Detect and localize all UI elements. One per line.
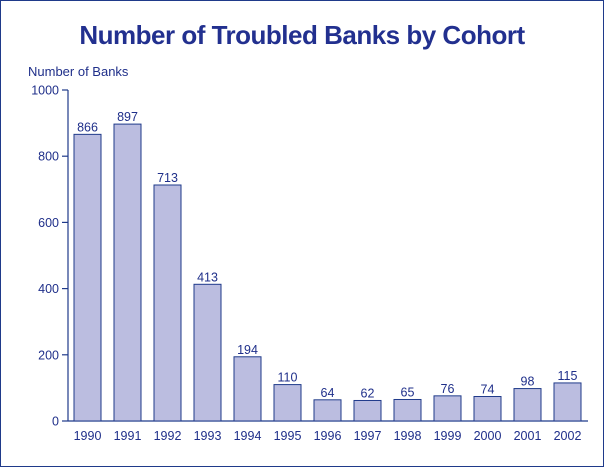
bar [393,398,422,422]
bar [433,395,462,422]
y-axis-label: Number of Banks [28,64,129,79]
x-tick-label: 1991 [114,429,142,443]
bar-value-label: 115 [558,369,578,383]
bar [153,184,182,422]
bar-value-label: 98 [521,375,535,389]
y-tick-label: 800 [38,150,59,164]
x-tick-label: 1993 [194,429,222,443]
bar [353,399,382,422]
x-tick-label: 1995 [274,429,302,443]
bar-value-label: 110 [278,371,298,385]
bar [73,133,102,422]
bar [313,399,342,422]
chart-title: Number of Troubled Banks by Cohort [79,20,525,50]
x-tick-label: 2001 [514,429,542,443]
bar-value-label: 713 [157,171,178,185]
x-tick-label: 1998 [394,429,422,443]
bar-value-label: 62 [361,386,375,400]
x-tick-label: 2000 [474,429,502,443]
bar [193,283,222,422]
y-tick-label: 1000 [31,84,59,98]
bar-value-label: 413 [197,270,218,284]
bar-value-label: 65 [401,385,415,399]
x-tick-label: 2002 [554,429,582,443]
bar [473,396,502,422]
x-tick-label: 1992 [154,429,182,443]
bar-value-label: 76 [441,382,455,396]
x-tick-label: 1994 [234,429,262,443]
bar-value-label: 897 [117,110,138,124]
x-tick-label: 1999 [434,429,462,443]
bar-value-label: 866 [77,120,98,134]
x-tick-label: 1996 [314,429,342,443]
bar-value-label: 194 [237,343,258,357]
bar [553,382,582,422]
bar [113,123,142,422]
bar-value-label: 74 [481,383,495,397]
bar-value-label: 64 [321,386,335,400]
x-tick-label: 1990 [74,429,102,443]
bar [273,384,302,422]
y-tick-label: 600 [38,216,59,230]
bar [513,388,542,422]
y-tick-label: 200 [38,348,59,362]
y-tick-label: 0 [52,415,59,429]
y-tick-label: 400 [38,282,59,296]
x-tick-label: 1997 [354,429,382,443]
bar [233,356,262,422]
